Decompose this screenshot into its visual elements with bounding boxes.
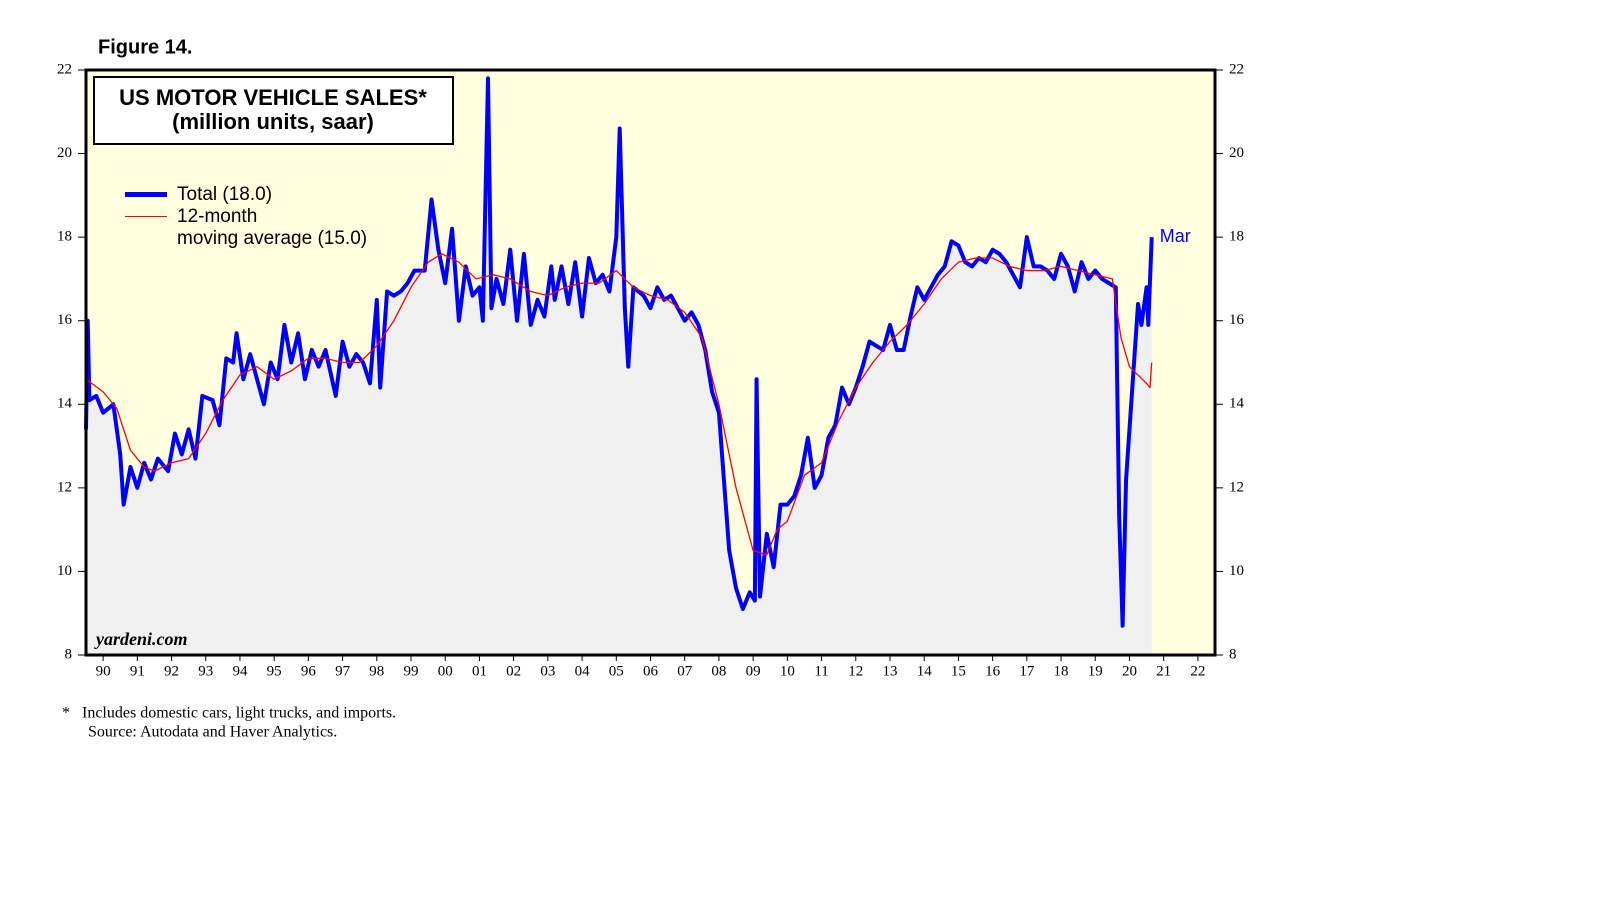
x-tick-label: 01 xyxy=(472,663,487,679)
footnote: * Includes domestic cars, light trucks, … xyxy=(62,705,396,722)
x-tick-label: 13 xyxy=(882,663,897,679)
x-tick-label: 04 xyxy=(575,663,591,679)
x-tick-label: 07 xyxy=(677,663,693,679)
y-tick-label: 20 xyxy=(57,145,72,161)
x-tick-label: 97 xyxy=(335,663,351,679)
x-tick-label: 20 xyxy=(1122,663,1137,679)
x-tick-label: 06 xyxy=(643,663,659,679)
x-tick-label: 14 xyxy=(917,663,933,679)
y2-tick-label: 22 xyxy=(1229,61,1244,77)
y2-tick-label: 20 xyxy=(1229,145,1244,161)
legend-entry: Total (18.0) xyxy=(125,184,367,206)
y-tick-label: 22 xyxy=(57,61,72,77)
plot-frame xyxy=(84,68,1217,657)
x-tick-label: 91 xyxy=(130,663,145,679)
x-tick-label: 18 xyxy=(1054,663,1069,679)
x-tick-label: 19 xyxy=(1088,663,1103,679)
annotation: Mar xyxy=(1160,226,1191,246)
x-tick-label: 11 xyxy=(814,663,828,679)
x-tick-label: 93 xyxy=(198,663,213,679)
x-tick-label: 00 xyxy=(438,663,453,679)
x-tick-label: 03 xyxy=(540,663,555,679)
series-line xyxy=(85,253,1153,556)
chart-title: US MOTOR VEHICLE SALES* xyxy=(119,85,427,110)
y2-tick-label: 8 xyxy=(1229,646,1237,662)
x-tick-label: 95 xyxy=(267,663,282,679)
x-tick-label: 09 xyxy=(746,663,761,679)
x-tick-label: 05 xyxy=(609,663,624,679)
x-tick-label: 12 xyxy=(848,663,863,679)
x-tick-label: 02 xyxy=(506,663,521,679)
x-tick-label: 22 xyxy=(1190,663,1205,679)
x-tick-label: 98 xyxy=(369,663,384,679)
x-tick-label: 17 xyxy=(1019,663,1035,679)
legend: Total (18.0) 12-month moving average (15.… xyxy=(125,184,367,250)
series-line xyxy=(84,76,1154,628)
legend-label: 12-month moving average (15.0) xyxy=(177,206,368,249)
legend-label: Total (18.0) xyxy=(177,184,273,205)
y2-tick-label: 16 xyxy=(1229,312,1245,328)
x-tick-label: 15 xyxy=(951,663,966,679)
x-tick-label: 16 xyxy=(985,663,1001,679)
x-tick-label: 08 xyxy=(711,663,726,679)
legend-key xyxy=(125,216,167,217)
area xyxy=(86,78,1152,656)
x-tick-label: 96 xyxy=(301,663,317,679)
y-tick-label: 14 xyxy=(57,396,73,412)
x-tick-label: 90 xyxy=(96,663,111,679)
y-tick-label: 10 xyxy=(57,563,72,579)
y-tick-label: 8 xyxy=(65,646,73,662)
watermark: yardeni.com xyxy=(94,629,188,649)
figure-label: Figure 14. xyxy=(98,36,192,58)
title-box xyxy=(93,76,454,145)
y2-tick-label: 18 xyxy=(1229,229,1244,245)
legend-entry: 12-month moving average (15.0) xyxy=(125,206,367,250)
x-tick-label: 10 xyxy=(780,663,795,679)
y2-tick-label: 10 xyxy=(1229,563,1244,579)
y2-tick-label: 14 xyxy=(1229,396,1245,412)
legend-key xyxy=(125,192,167,197)
y-tick-label: 18 xyxy=(57,229,72,245)
source: Source: Autodata and Haver Analytics. xyxy=(88,724,337,741)
y2-tick-label: 12 xyxy=(1229,479,1244,495)
x-tick-label: 21 xyxy=(1156,663,1171,679)
x-tick-label: 99 xyxy=(404,663,419,679)
x-tick-label: 92 xyxy=(164,663,179,679)
y-tick-label: 16 xyxy=(57,312,73,328)
x-tick-label: 94 xyxy=(232,663,248,679)
y-tick-label: 12 xyxy=(57,479,72,495)
chart-subtitle: (million units, saar) xyxy=(172,109,374,134)
